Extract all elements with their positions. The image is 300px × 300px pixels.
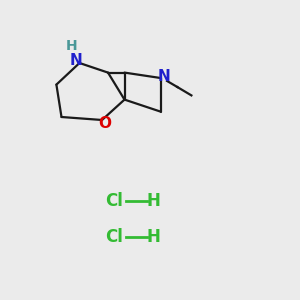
Text: H: H (147, 192, 160, 210)
Text: Cl: Cl (105, 192, 123, 210)
Text: N: N (158, 69, 170, 84)
Text: N: N (70, 53, 82, 68)
Text: H: H (147, 228, 160, 246)
Text: O: O (98, 116, 111, 131)
Text: Cl: Cl (105, 228, 123, 246)
Text: H: H (66, 40, 78, 53)
